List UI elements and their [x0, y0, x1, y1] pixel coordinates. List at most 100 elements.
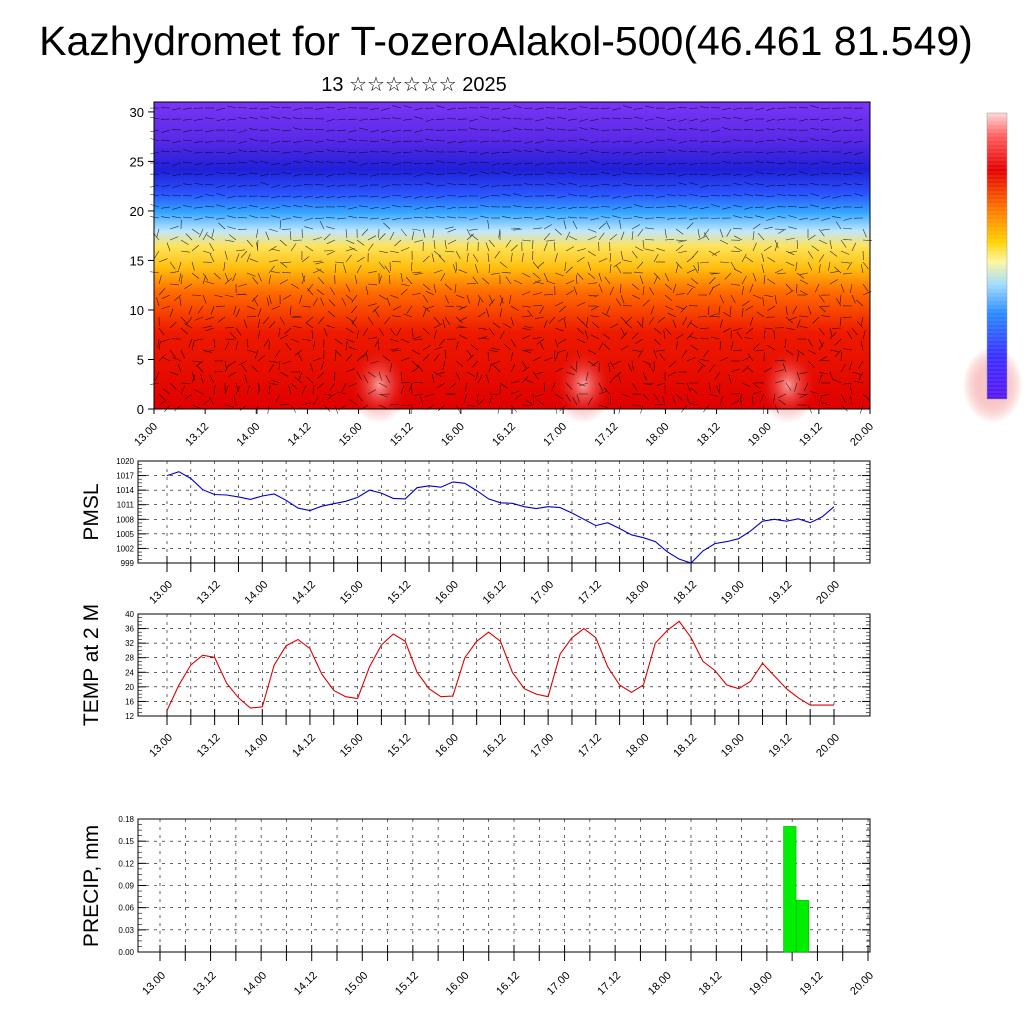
- wind-vector: [565, 266, 573, 274]
- wind-vector: [745, 256, 754, 263]
- wind-vector: [741, 275, 747, 285]
- wind-vector: [686, 256, 695, 263]
- wind-vector: [785, 261, 795, 266]
- wind-vector: [457, 183, 468, 186]
- wind-vector: [645, 140, 655, 144]
- wind-vector: [422, 354, 430, 362]
- wind-vector: [578, 206, 589, 208]
- wind-vector: [183, 118, 193, 121]
- wind-vector: [304, 205, 314, 208]
- wind-vector: [573, 286, 578, 296]
- wind-vector: [656, 382, 666, 386]
- wind-vector: [268, 228, 278, 232]
- wind-vector: [862, 330, 866, 340]
- wind-vector: [765, 173, 776, 175]
- wind-vector: [164, 404, 171, 413]
- wind-vector: [708, 287, 714, 296]
- wind-vector: [223, 261, 226, 271]
- wind-vectors: [149, 105, 873, 415]
- wind-vector: [664, 239, 675, 241]
- wind-vector: [686, 393, 689, 403]
- wind-vector: [722, 184, 732, 187]
- wind-vector: [546, 117, 556, 120]
- wind-vector: [744, 216, 754, 219]
- wind-vector: [488, 327, 495, 336]
- wind-vector: [394, 239, 402, 247]
- wind-vector: [378, 294, 387, 300]
- wind-vector: [842, 162, 853, 164]
- wind-vector: [774, 268, 784, 274]
- wind-vector: [612, 360, 622, 365]
- wind-vector: [480, 140, 490, 143]
- wind-vector: [832, 118, 842, 121]
- wind-vector: [414, 239, 424, 243]
- wind-vector: [534, 173, 545, 175]
- wind-vector: [381, 184, 391, 188]
- wind-vector: [301, 402, 311, 406]
- wind-vector: [776, 162, 787, 165]
- wind-vector: [732, 227, 743, 230]
- wind-vector: [766, 217, 776, 221]
- wind-vector: [216, 217, 226, 220]
- wind-vector: [788, 106, 798, 109]
- wind-vector: [370, 107, 380, 110]
- wind-vector: [455, 316, 463, 324]
- wind-vector: [576, 338, 586, 344]
- wind-vector: [268, 364, 274, 373]
- wind-vector: [777, 118, 787, 121]
- wind-vector: [854, 118, 864, 122]
- wind-vector: [400, 371, 403, 381]
- wind-vector: [675, 393, 683, 401]
- wind-vector: [521, 366, 530, 373]
- y-tick-label: 36: [125, 625, 134, 634]
- wind-vector: [469, 217, 479, 221]
- wind-vector: [169, 321, 177, 329]
- wind-vector: [697, 360, 706, 367]
- wind-vector: [524, 150, 534, 153]
- wind-vector: [784, 338, 787, 348]
- wind-vector: [590, 127, 600, 131]
- wind-vector: [422, 327, 430, 335]
- wind-vector: [807, 305, 812, 315]
- wind-vector: [656, 248, 666, 252]
- wind-vector: [620, 231, 625, 241]
- wind-vector: [183, 139, 193, 142]
- wind-vector: [761, 253, 765, 263]
- wind-vector: [543, 382, 546, 393]
- wind-vector: [620, 345, 629, 351]
- wind-vector: [767, 345, 776, 351]
- wind-vector: [858, 371, 864, 381]
- wind-vector: [741, 356, 751, 362]
- wind-vector: [600, 129, 611, 131]
- wind-vector: [337, 391, 347, 395]
- wind-vector: [728, 374, 732, 384]
- wind-vector: [554, 338, 559, 348]
- wind-vector: [523, 128, 534, 131]
- wind-vector: [608, 363, 611, 373]
- wind-vector: [755, 160, 765, 164]
- wind-vector: [788, 215, 798, 219]
- wind-vector: [289, 230, 292, 241]
- wind-vector: [237, 228, 248, 230]
- wind-vector: [411, 261, 413, 272]
- wind-vector: [447, 172, 457, 175]
- wind-vector: [480, 116, 490, 120]
- wind-vector: [591, 360, 600, 367]
- wind-vector: [796, 349, 805, 356]
- wind-vector: [672, 283, 677, 293]
- wind-vector: [293, 173, 303, 177]
- wind-vector: [524, 378, 534, 384]
- wind-vector: [678, 239, 688, 243]
- wind-vector: [576, 349, 580, 359]
- y-tick-label: 1014: [116, 486, 134, 495]
- wind-vector: [378, 275, 382, 285]
- wind-vector: [785, 327, 795, 330]
- wind-vector: [150, 116, 160, 120]
- wind-vector: [383, 222, 391, 230]
- wind-vector: [237, 161, 248, 164]
- wind-vector: [559, 404, 567, 412]
- wind-vector: [645, 118, 655, 121]
- wind-vector: [821, 393, 831, 397]
- wind-vector: [773, 330, 776, 340]
